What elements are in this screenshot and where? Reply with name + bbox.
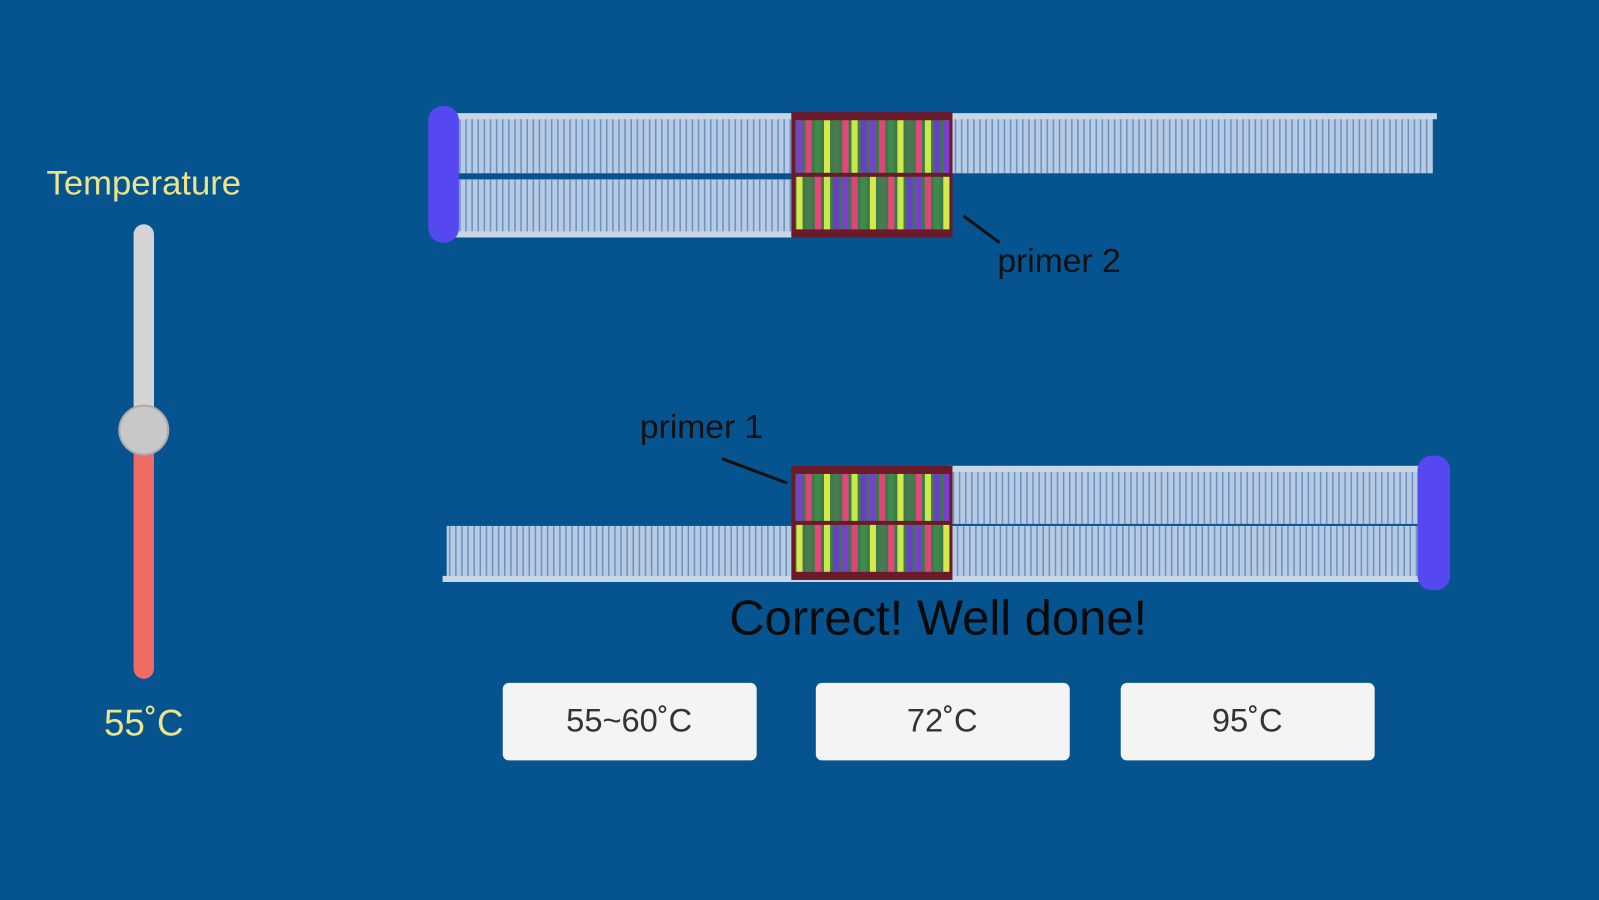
base bbox=[851, 120, 858, 173]
base bbox=[860, 524, 867, 572]
base bbox=[796, 473, 803, 521]
base bbox=[823, 524, 831, 572]
base bbox=[924, 473, 932, 521]
primer-label: primer 2 bbox=[997, 243, 1120, 280]
primer-label: primer 1 bbox=[640, 409, 763, 446]
base bbox=[906, 120, 913, 173]
base bbox=[869, 473, 876, 521]
base bbox=[833, 524, 840, 572]
base bbox=[897, 120, 904, 173]
button-bg[interactable] bbox=[815, 682, 1070, 761]
button[interactable]: 72˚C bbox=[815, 682, 1070, 761]
base bbox=[869, 176, 876, 230]
base bbox=[833, 176, 840, 230]
button-label[interactable]: 55~60˚C bbox=[566, 701, 692, 738]
base bbox=[915, 120, 922, 173]
base bbox=[906, 176, 913, 230]
base bbox=[915, 473, 922, 521]
base bbox=[906, 473, 913, 521]
base bbox=[851, 524, 858, 572]
button[interactable]: 95˚C bbox=[1120, 682, 1375, 761]
base bbox=[842, 120, 849, 173]
base bbox=[934, 120, 941, 173]
strand-cap bbox=[428, 106, 459, 243]
base bbox=[842, 473, 849, 521]
base bbox=[842, 176, 849, 230]
feedback: Correct! Well done! bbox=[729, 592, 1147, 646]
button-label[interactable]: 72˚C bbox=[907, 701, 978, 738]
base bbox=[796, 524, 803, 572]
base bbox=[924, 176, 932, 230]
base bbox=[888, 524, 895, 572]
base bbox=[915, 176, 922, 230]
button-bg[interactable] bbox=[502, 682, 757, 761]
base bbox=[833, 120, 840, 173]
base bbox=[814, 524, 821, 572]
strand-cap bbox=[1417, 455, 1451, 591]
base bbox=[860, 120, 867, 173]
base bbox=[897, 473, 904, 521]
button-bg[interactable] bbox=[1120, 682, 1375, 761]
base bbox=[796, 120, 803, 173]
base bbox=[823, 120, 831, 173]
pointer-line bbox=[962, 214, 1001, 244]
base bbox=[888, 473, 895, 521]
base bbox=[860, 176, 867, 230]
dna-diagram bbox=[428, 106, 1451, 591]
base bbox=[879, 473, 886, 521]
base bbox=[888, 176, 895, 230]
base bbox=[814, 176, 821, 230]
base bbox=[943, 524, 950, 572]
base bbox=[934, 524, 941, 572]
base bbox=[851, 473, 858, 521]
strand-body bbox=[950, 470, 1420, 524]
base bbox=[869, 524, 876, 572]
base bbox=[879, 120, 886, 173]
slider-value: 55˚C bbox=[104, 702, 184, 743]
base bbox=[897, 524, 904, 572]
base bbox=[888, 120, 895, 173]
base bbox=[860, 473, 867, 521]
pointer-line bbox=[721, 457, 788, 485]
base bbox=[879, 176, 886, 230]
base bbox=[851, 176, 858, 230]
base bbox=[924, 524, 932, 572]
base bbox=[943, 473, 950, 521]
button-label[interactable]: 95˚C bbox=[1212, 701, 1283, 738]
base bbox=[833, 473, 840, 521]
base bbox=[805, 473, 812, 521]
base bbox=[934, 176, 941, 230]
base bbox=[805, 176, 812, 230]
base bbox=[814, 120, 821, 173]
base bbox=[924, 120, 932, 173]
base bbox=[805, 120, 812, 173]
base bbox=[906, 524, 913, 572]
base bbox=[897, 176, 904, 230]
strand-rail bbox=[946, 465, 1424, 472]
base bbox=[823, 176, 831, 230]
base bbox=[823, 473, 831, 521]
base bbox=[879, 524, 886, 572]
slider-knob[interactable] bbox=[118, 404, 170, 456]
base bbox=[943, 120, 950, 173]
base bbox=[934, 473, 941, 521]
base bbox=[915, 524, 922, 572]
base bbox=[842, 524, 849, 572]
strand-rail bbox=[452, 231, 798, 238]
base bbox=[943, 176, 950, 230]
base bbox=[814, 473, 821, 521]
slider-label: Temperature bbox=[46, 165, 241, 203]
base bbox=[805, 524, 812, 572]
button[interactable]: 55~60˚C bbox=[502, 682, 757, 761]
base bbox=[796, 176, 803, 230]
base bbox=[869, 120, 876, 173]
